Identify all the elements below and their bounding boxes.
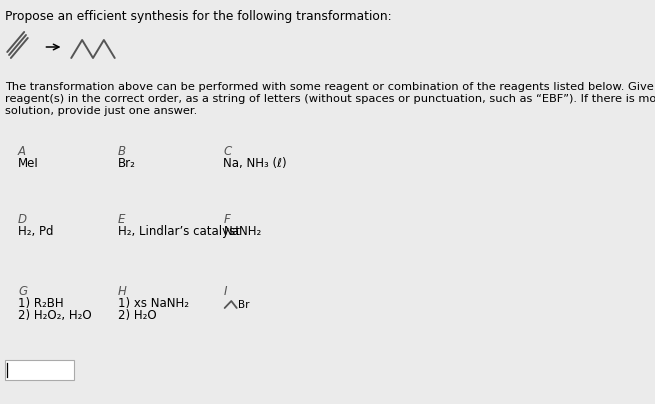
Text: 1) R₂BH: 1) R₂BH xyxy=(18,297,64,310)
Text: 2) H₂O₂, H₂O: 2) H₂O₂, H₂O xyxy=(18,309,92,322)
Text: I: I xyxy=(223,285,227,298)
Text: Propose an efficient synthesis for the following transformation:: Propose an efficient synthesis for the f… xyxy=(5,10,392,23)
Text: Br: Br xyxy=(238,300,250,310)
Text: A: A xyxy=(18,145,26,158)
Text: The transformation above can be performed with some reagent or combination of th: The transformation above can be performe… xyxy=(5,82,655,92)
Text: solution, provide just one answer.: solution, provide just one answer. xyxy=(5,106,197,116)
Text: H₂, Pd: H₂, Pd xyxy=(18,225,54,238)
Text: 2) H₂O: 2) H₂O xyxy=(118,309,157,322)
Text: G: G xyxy=(18,285,28,298)
Text: NaNH₂: NaNH₂ xyxy=(223,225,262,238)
Text: D: D xyxy=(18,213,27,226)
Text: reagent(s) in the correct order, as a string of letters (without spaces or punct: reagent(s) in the correct order, as a st… xyxy=(5,94,655,104)
Text: MeI: MeI xyxy=(18,157,39,170)
Text: Na, NH₃ (ℓ): Na, NH₃ (ℓ) xyxy=(223,157,287,170)
Text: F: F xyxy=(223,213,230,226)
Text: Br₂: Br₂ xyxy=(118,157,136,170)
FancyBboxPatch shape xyxy=(5,360,74,380)
Text: H₂, Lindlar’s catalyst: H₂, Lindlar’s catalyst xyxy=(118,225,240,238)
Text: 1) xs NaNH₂: 1) xs NaNH₂ xyxy=(118,297,189,310)
Text: B: B xyxy=(118,145,126,158)
Text: E: E xyxy=(118,213,125,226)
Text: H: H xyxy=(118,285,126,298)
Text: C: C xyxy=(223,145,232,158)
